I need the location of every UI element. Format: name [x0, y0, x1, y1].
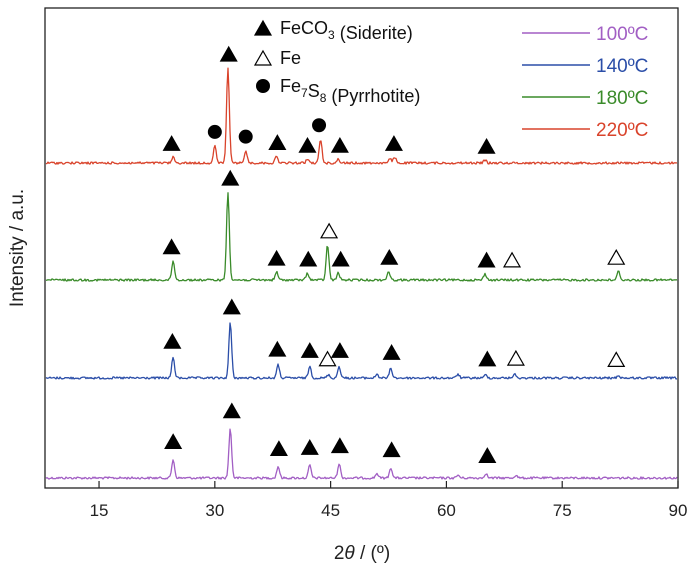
phase-marker-filled-triangle — [300, 439, 319, 455]
x-tick-label: 45 — [321, 501, 340, 520]
phase-marker-filled-triangle — [478, 350, 497, 367]
phase-marker-filled-triangle — [330, 342, 349, 358]
series-line — [45, 322, 678, 380]
phase-marker-filled-circle — [312, 118, 327, 133]
series-line — [45, 428, 678, 480]
phase-legend: FeCO3 (Siderite) Fe Fe7S8 (Pyrrhotite) — [253, 18, 420, 106]
phase-marker-filled-triangle — [268, 340, 287, 357]
phase-marker-filled-triangle — [267, 249, 286, 266]
series-legend-label: 100ºC — [596, 24, 648, 45]
phase-marker-filled-triangle — [382, 441, 401, 458]
phase-marker-filled-triangle — [219, 45, 238, 62]
phase-marker-open-triangle — [320, 222, 339, 239]
phase-marker-filled-triangle — [330, 136, 349, 153]
x-tick-label: 75 — [553, 501, 572, 520]
phase-marker-filled-triangle — [162, 238, 181, 255]
marker-layer — [162, 45, 626, 463]
x-axis: 15 30 45 60 75 90 — [90, 481, 688, 520]
phase-marker-filled-triangle — [380, 248, 399, 265]
phase-legend-label: Fe7S8 (Pyrrhotite) — [280, 76, 420, 106]
phase-marker-filled-triangle — [384, 135, 403, 151]
phase-marker-open-triangle — [607, 248, 626, 265]
phase-legend-label: FeCO3 (Siderite) — [280, 18, 413, 43]
phase-marker-filled-triangle — [222, 402, 241, 419]
x-tick-label: 60 — [437, 501, 456, 520]
series-line — [45, 192, 678, 282]
phase-marker-filled-triangle — [331, 250, 350, 267]
phase-marker-open-triangle — [318, 350, 337, 367]
phase-legend-label: Fe — [280, 48, 301, 68]
series-legend: 100ºC 140ºC 180ºC 220ºC — [522, 24, 648, 141]
x-axis-title: 2θ / (º) — [334, 543, 390, 564]
x-tick-label: 15 — [90, 501, 109, 520]
phase-legend-symbol-open-triangle — [253, 49, 273, 66]
phase-marker-filled-triangle — [163, 332, 182, 349]
phase-marker-filled-triangle — [298, 136, 317, 153]
series-line — [45, 67, 678, 165]
plot-frame — [44, 7, 679, 489]
phase-marker-filled-triangle — [299, 250, 318, 267]
x-tick-label: 90 — [669, 501, 688, 520]
phase-marker-filled-triangle — [269, 440, 288, 456]
phase-marker-filled-triangle — [221, 169, 240, 186]
phase-marker-filled-triangle — [268, 134, 287, 150]
phase-marker-filled-triangle — [477, 137, 496, 154]
y-axis-title: Intensity / a.u. — [7, 189, 28, 307]
series-legend-label: 180ºC — [596, 88, 648, 109]
phase-legend-symbol-filled-circle — [256, 79, 270, 93]
phase-marker-filled-triangle — [477, 251, 496, 268]
phase-marker-open-triangle — [506, 349, 525, 366]
phase-legend-symbol-filled-triangle — [253, 19, 273, 36]
phase-marker-filled-triangle — [478, 447, 497, 463]
phase-marker-filled-triangle — [162, 135, 181, 151]
phase-marker-filled-triangle — [222, 298, 241, 315]
phase-marker-filled-triangle — [330, 437, 349, 454]
series-legend-label: 220ºC — [596, 120, 648, 141]
phase-marker-filled-circle — [238, 129, 253, 144]
phase-marker-open-triangle — [502, 251, 522, 268]
series-layer — [45, 67, 678, 480]
phase-marker-filled-circle — [207, 124, 222, 139]
phase-marker-filled-triangle — [382, 344, 401, 360]
x-tick-label: 30 — [205, 501, 224, 520]
series-legend-label: 140ºC — [596, 56, 648, 77]
phase-marker-filled-triangle — [164, 433, 183, 450]
phase-marker-open-triangle — [607, 351, 626, 367]
phase-marker-filled-triangle — [300, 342, 319, 358]
